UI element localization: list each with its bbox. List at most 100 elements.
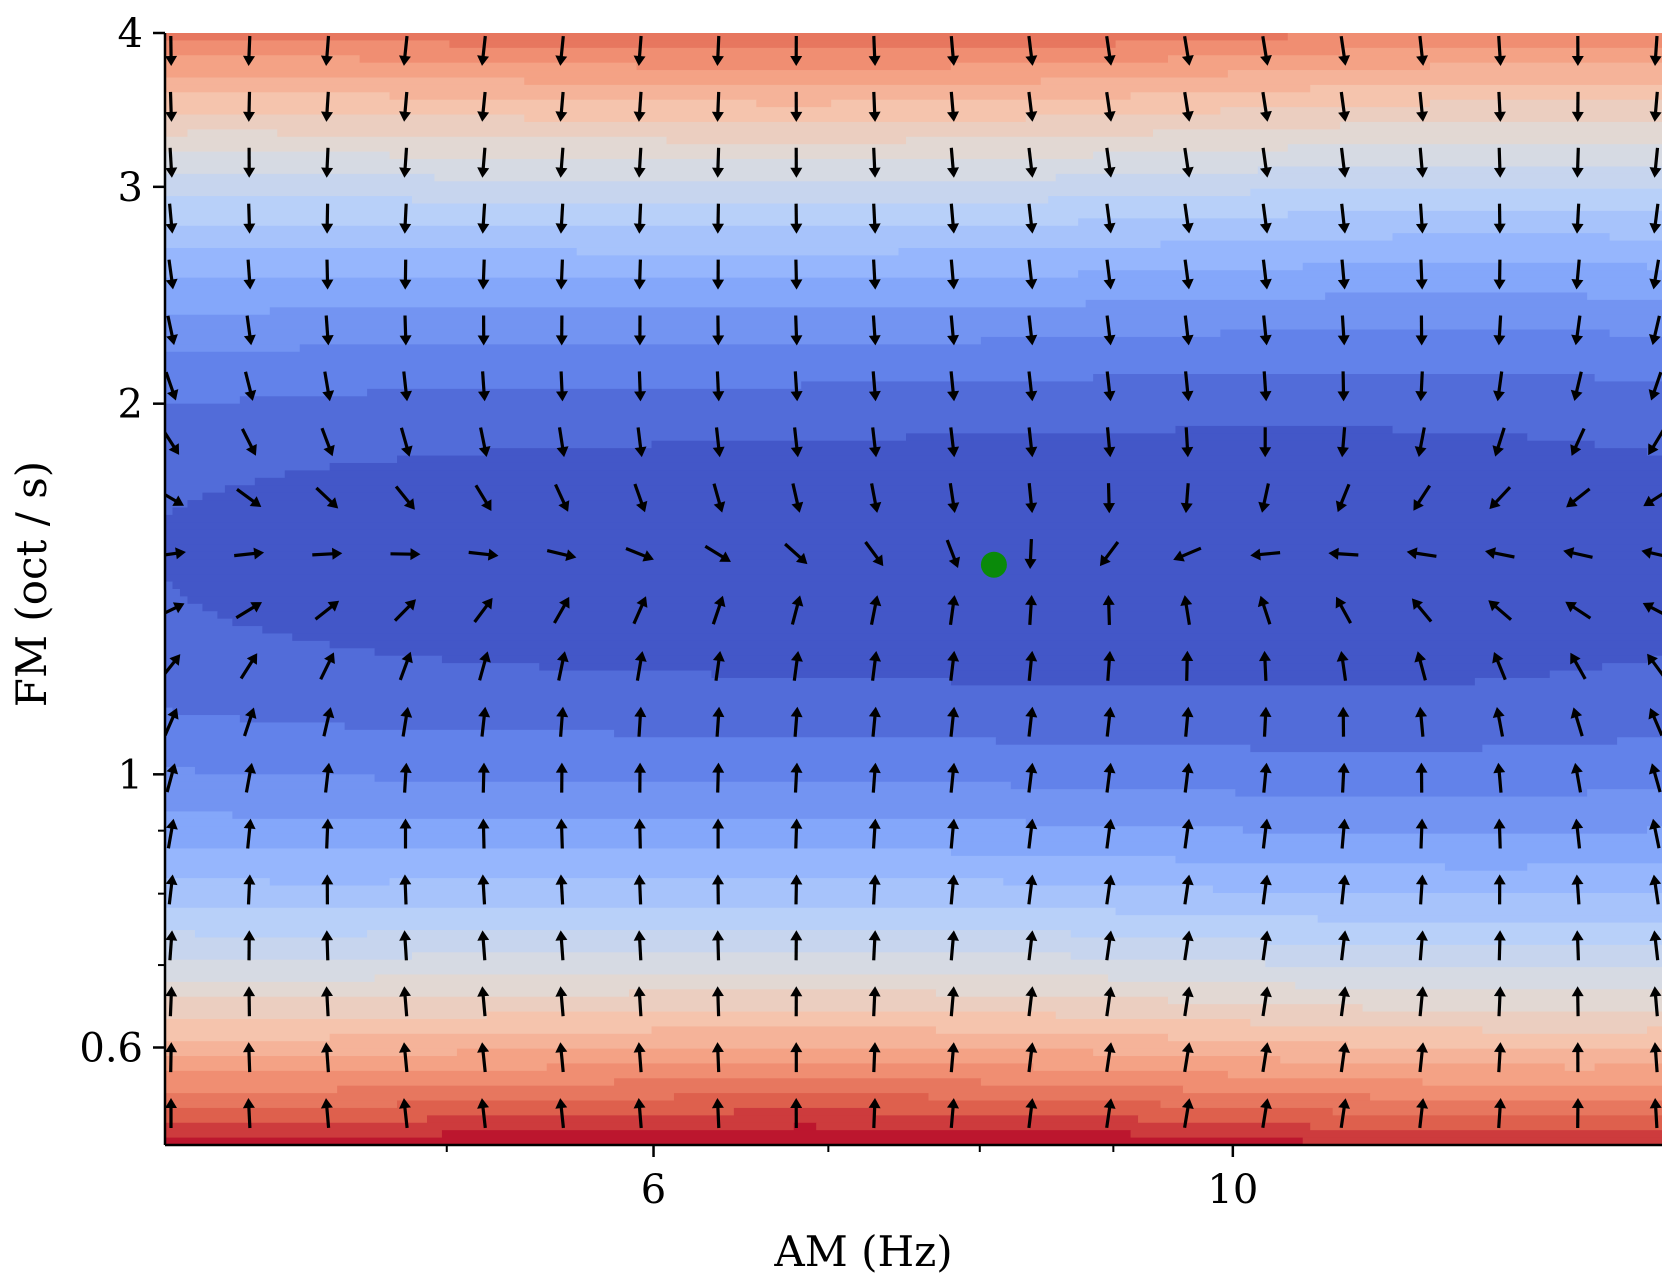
contour-cell [577, 248, 899, 256]
contour-cell [165, 218, 1079, 226]
contour-cell [1348, 1041, 1663, 1049]
contour-cell [165, 1034, 330, 1042]
contour-bands [165, 33, 1663, 1146]
contour-cell [345, 722, 1663, 730]
contour-cell [412, 196, 1049, 204]
contour-cell [936, 1026, 1483, 1034]
contour-cell [801, 381, 1662, 389]
contour-cell [165, 70, 1228, 78]
contour-cell [165, 559, 1663, 567]
contour-cell [1078, 270, 1662, 278]
contour-cell [629, 989, 936, 997]
contour-cell [1587, 292, 1662, 300]
contour-cell [1445, 863, 1528, 871]
contour-cell [1056, 174, 1663, 182]
contour-cell [1250, 745, 1483, 753]
contour-cell [165, 456, 398, 464]
contour-cell [637, 63, 952, 71]
contour-cell [165, 997, 1169, 1005]
contour-cell [165, 648, 375, 656]
contour-cell [330, 1034, 1169, 1042]
contour-cell [1048, 196, 1662, 204]
contour-cell [165, 359, 1663, 367]
contour-cell [981, 337, 1663, 345]
contour-cell [1056, 1012, 1663, 1020]
contour-cell [165, 307, 270, 315]
contour-cell [165, 485, 225, 493]
contour-cell [165, 886, 1214, 894]
contour-cell [165, 804, 1663, 812]
contour-cell [262, 626, 1662, 634]
y-tick-label: 2 [118, 382, 143, 428]
x-tick-label: 10 [1207, 1167, 1258, 1213]
contour-cell [165, 233, 1393, 241]
contour-cell [1288, 144, 1663, 152]
contour-cell [165, 515, 1663, 523]
contour-cell [487, 1012, 1056, 1020]
contour-cell [375, 774, 1663, 782]
contour-cell [1131, 1130, 1663, 1138]
contour-cell [165, 63, 637, 71]
contour-cell [165, 1026, 652, 1034]
contour-cell [165, 1115, 428, 1123]
contour-cell [1325, 292, 1588, 300]
contour-cell [449, 40, 1116, 48]
contour-cell [165, 189, 1251, 197]
contour-cell [165, 945, 1663, 953]
contour-cell [165, 878, 270, 886]
contour-cell [195, 930, 368, 938]
contour-cell [165, 982, 1296, 990]
contour-cell [165, 300, 1086, 308]
contour-cell [667, 137, 907, 145]
contour-cell [217, 611, 1662, 619]
contour-cell [1175, 856, 1662, 864]
contour-cell [165, 1049, 458, 1057]
contour-cell [1265, 960, 1662, 968]
contour-cell [539, 663, 1602, 671]
contour-cell [165, 137, 667, 145]
contour-cell [1228, 70, 1663, 78]
contour-cell [165, 626, 263, 634]
contour-cell [202, 493, 1662, 501]
contour-cell [442, 656, 1648, 664]
contour-cell [292, 633, 1662, 641]
contour-cell [1527, 433, 1662, 441]
contour-cell [172, 507, 1662, 515]
contour-cell [165, 1012, 487, 1020]
contour-cell [165, 48, 1341, 56]
contour-cell [1318, 915, 1663, 923]
contour-cell [277, 129, 1153, 137]
contour-cell [240, 396, 1663, 404]
contour-cell [165, 285, 1663, 293]
contour-cell [165, 1086, 338, 1094]
contour-cell [1265, 937, 1662, 945]
contour-cell [165, 418, 1663, 426]
contour-cell [734, 1108, 877, 1116]
contour-cell [172, 708, 1662, 716]
contour-cell [1161, 1101, 1663, 1109]
contour-cell [1430, 100, 1663, 108]
contour-cell [1086, 300, 1663, 308]
contour-cell [996, 737, 1618, 745]
contour-cell [165, 730, 615, 738]
contour-cell [165, 552, 1663, 560]
contour-cell [1003, 878, 1662, 886]
contour-cell [165, 641, 330, 649]
contour-cell [652, 441, 1596, 449]
contour-cell [434, 174, 1056, 182]
x-axis-label: AM (Hz) [773, 1227, 952, 1276]
contour-cell [165, 352, 1663, 360]
contour-cell [165, 1123, 794, 1131]
contour-cell [165, 33, 1288, 41]
optimum-marker [981, 552, 1007, 578]
contour-cell [165, 1093, 675, 1101]
contour-cell [165, 1041, 1348, 1049]
contour-cell [337, 1086, 1183, 1094]
contour-cell [180, 589, 1663, 597]
contour-cell [1482, 1026, 1647, 1034]
contour-cell [165, 871, 1663, 879]
contour-cell [165, 389, 368, 397]
contour-cell [1131, 92, 1663, 100]
contour-cell [906, 137, 1663, 145]
